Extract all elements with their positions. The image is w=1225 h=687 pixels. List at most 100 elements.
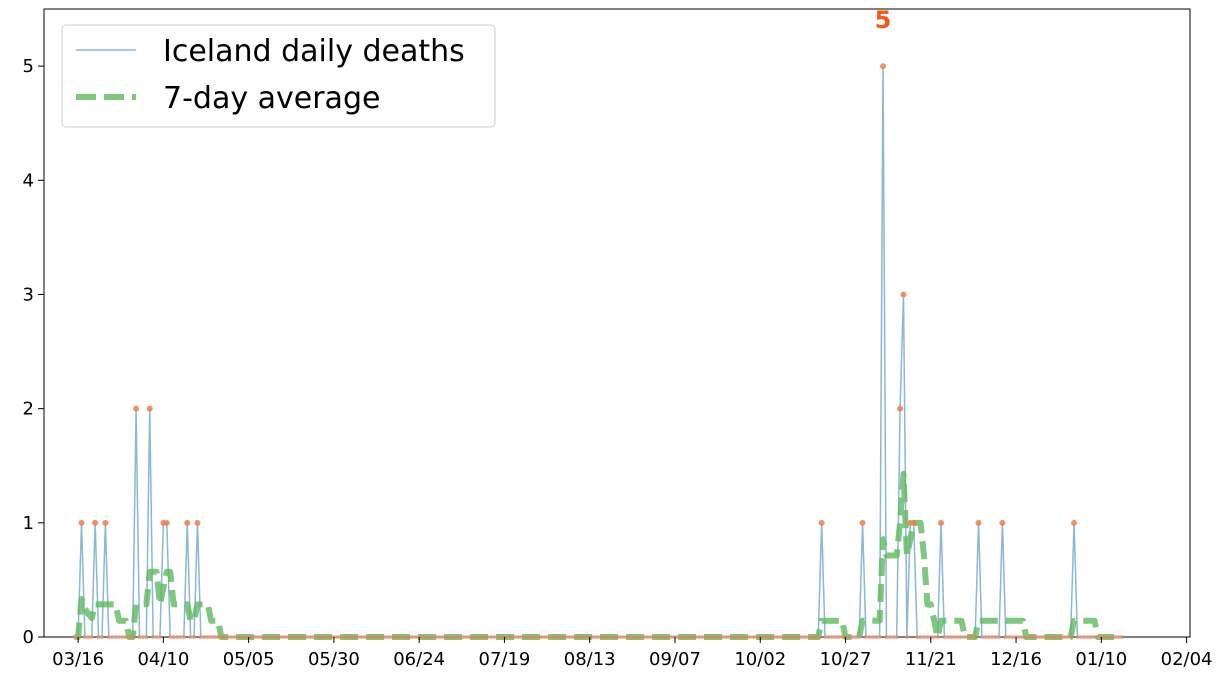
- x-tick-label: 09/07: [649, 649, 701, 670]
- data-point: [615, 635, 619, 639]
- data-point: [434, 635, 439, 639]
- data-point: [168, 635, 173, 639]
- data-point: [146, 405, 153, 412]
- x-tick-label: 08/13: [564, 649, 616, 670]
- data-point: [475, 635, 480, 639]
- data-point: [812, 635, 817, 639]
- data-point: [348, 635, 353, 639]
- data-point: [983, 635, 988, 639]
- data-point: [761, 635, 766, 639]
- data-point: [529, 635, 534, 639]
- data-point: [1020, 635, 1025, 639]
- data-point: [720, 635, 725, 639]
- data-point: [748, 635, 753, 639]
- data-point: [536, 635, 541, 639]
- data-point: [604, 635, 609, 639]
- data-point: [209, 635, 214, 639]
- data-point: [1075, 635, 1080, 639]
- data-point: [1051, 635, 1056, 639]
- data-point: [874, 635, 879, 639]
- data-point: [979, 635, 984, 639]
- data-point: [1085, 635, 1090, 639]
- data-point: [655, 635, 660, 639]
- data-point: [918, 635, 923, 639]
- data-point: [256, 635, 261, 639]
- data-point: [509, 635, 514, 639]
- data-point: [383, 635, 388, 639]
- data-point: [1065, 635, 1070, 639]
- data-point: [1054, 635, 1059, 639]
- x-tick-label: 11/21: [905, 649, 957, 670]
- data-point: [870, 635, 875, 639]
- data-point: [1106, 635, 1111, 639]
- data-point: [894, 635, 899, 639]
- data-point: [273, 635, 278, 639]
- data-point: [175, 635, 180, 639]
- data-point: [853, 635, 858, 639]
- data-point: [840, 635, 845, 639]
- data-point: [92, 519, 99, 526]
- data-point: [642, 635, 647, 639]
- data-point: [1017, 635, 1022, 639]
- data-point: [1112, 635, 1117, 639]
- data-point: [488, 635, 493, 639]
- data-point: [362, 635, 367, 639]
- data-point: [887, 635, 892, 639]
- data-point: [451, 635, 456, 639]
- x-tick-label: 10/02: [734, 649, 786, 670]
- data-point: [806, 635, 810, 639]
- data-point: [154, 635, 159, 639]
- data-point: [290, 635, 295, 639]
- data-point: [993, 635, 998, 639]
- data-point: [938, 519, 945, 526]
- data-point: [492, 635, 497, 639]
- x-tick-label: 02/04: [1161, 649, 1213, 670]
- data-point: [765, 635, 770, 639]
- data-point: [389, 635, 394, 639]
- data-point: [89, 635, 94, 639]
- data-point: [553, 635, 558, 639]
- data-point: [178, 635, 183, 639]
- data-point: [707, 635, 712, 639]
- data-point: [945, 635, 950, 639]
- data-point: [625, 635, 630, 639]
- data-point: [359, 635, 364, 639]
- x-tick-label: 01/10: [1075, 649, 1127, 670]
- data-point: [570, 635, 575, 639]
- data-point: [676, 635, 681, 639]
- data-point: [1034, 635, 1039, 639]
- data-point: [481, 635, 486, 639]
- x-tick-label: 04/10: [137, 649, 189, 670]
- data-point: [1109, 635, 1114, 639]
- data-point: [458, 635, 463, 639]
- data-point: [123, 635, 128, 639]
- data-point: [782, 635, 787, 639]
- data-point: [301, 635, 306, 639]
- data-point: [413, 635, 418, 639]
- data-point: [816, 635, 821, 639]
- data-point: [652, 635, 657, 639]
- data-point: [915, 635, 920, 639]
- data-point: [1061, 635, 1066, 639]
- data-point: [260, 635, 265, 639]
- data-point: [744, 635, 749, 639]
- data-point: [1003, 635, 1008, 639]
- data-point: [1041, 635, 1046, 639]
- data-point: [1089, 635, 1094, 639]
- data-point: [267, 635, 272, 639]
- data-point: [133, 405, 140, 412]
- data-point: [635, 635, 640, 639]
- peak-annotation: 5: [875, 6, 892, 34]
- data-point: [850, 635, 855, 639]
- data-point: [106, 635, 111, 639]
- data-point: [461, 635, 466, 639]
- data-point: [693, 635, 698, 639]
- data-point: [669, 635, 674, 639]
- data-point: [526, 635, 531, 639]
- data-point: [809, 635, 814, 639]
- data-point: [778, 635, 783, 639]
- data-point: [833, 635, 838, 639]
- data-point: [222, 635, 227, 639]
- data-point: [427, 635, 432, 639]
- data-point: [1092, 635, 1097, 639]
